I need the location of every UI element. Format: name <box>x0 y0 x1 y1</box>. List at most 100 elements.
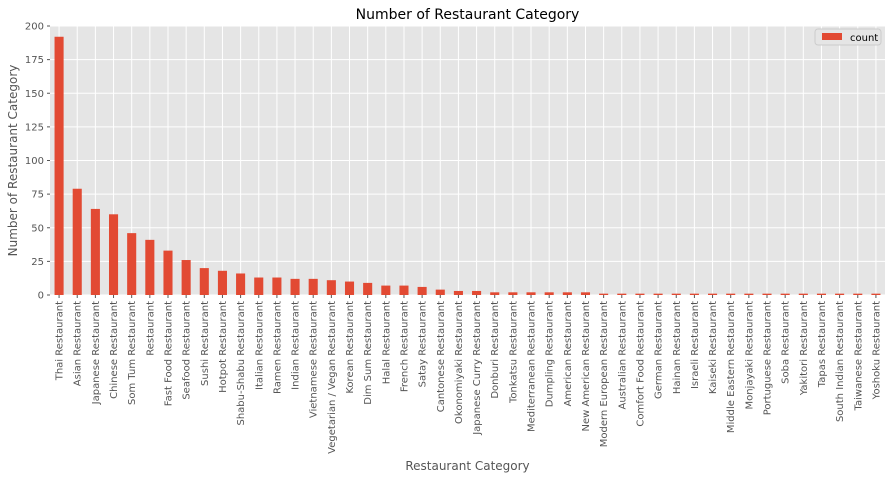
x-tick-label: Donburi Restaurant <box>490 301 501 399</box>
bar <box>145 239 155 295</box>
y-tick-label: 0 <box>38 291 44 302</box>
bar <box>653 293 663 295</box>
x-tick-label: American Restaurant <box>563 301 574 407</box>
x-tick-label: Mediterranean Restaurant <box>527 301 538 432</box>
legend-swatch <box>822 33 842 40</box>
legend: count <box>814 28 882 46</box>
bar <box>580 292 591 295</box>
x-tick-label: Yakitori Restaurant <box>799 301 810 396</box>
bar <box>689 293 699 295</box>
bar <box>72 188 82 295</box>
y-tick-label: 25 <box>31 257 44 268</box>
legend-label: count <box>850 33 878 44</box>
y-tick-label: 100 <box>25 156 44 167</box>
x-axis-ticks: Thai Restaurant Asian Restaurant Japanese … <box>55 295 882 454</box>
bar <box>326 280 336 295</box>
bar <box>526 292 536 295</box>
x-tick-label: French Restaurant <box>399 301 410 392</box>
x-tick-label: Chinese Restaurant <box>109 301 120 399</box>
bar <box>780 293 790 295</box>
x-tick-label: Restaurant <box>145 301 156 356</box>
bar <box>871 293 881 295</box>
bar <box>344 281 355 295</box>
bar <box>363 282 373 295</box>
y-tick-label: 175 <box>25 55 44 66</box>
bar <box>835 293 845 295</box>
x-tick-label: Comfort Food Restaurant <box>635 301 646 427</box>
y-tick-label: 75 <box>31 190 44 201</box>
x-tick-label: Thai Restaurant <box>55 301 66 381</box>
x-tick-label: Halal Restaurant <box>381 301 392 384</box>
chart-title: Number of Restaurant Category <box>356 7 580 23</box>
x-tick-label: Australian Restaurant <box>617 301 628 410</box>
bar <box>617 293 627 295</box>
bar <box>726 293 736 295</box>
x-tick-label: Seafood Restaurant <box>182 301 193 400</box>
bar <box>798 293 808 295</box>
x-tick-label: Soba Restaurant <box>781 301 792 384</box>
bar <box>853 293 863 295</box>
bar <box>236 273 246 295</box>
x-tick-label: Kaiseki Restaurant <box>708 301 719 394</box>
x-tick-label: Okonomiyaki Restaurant <box>454 301 465 424</box>
bar <box>417 286 427 295</box>
bar <box>708 293 718 295</box>
bar <box>744 293 754 295</box>
bars <box>54 36 881 295</box>
x-tick-label: Middle Eastern Restaurant <box>726 301 737 433</box>
bar <box>399 285 409 295</box>
bar <box>453 290 463 295</box>
x-tick-label: Hotpot Restaurant <box>218 301 229 393</box>
x-tick-label: South Indian Restaurant <box>835 301 846 422</box>
bar <box>762 293 772 295</box>
x-tick-label: Sushi Restaurant <box>200 301 211 386</box>
x-axis-title: Restaurant Category <box>405 459 529 473</box>
x-tick-label: German Restaurant <box>654 301 665 399</box>
x-tick-label: Som Tum Restaurant <box>127 301 138 405</box>
bar <box>599 293 609 295</box>
x-tick-label: Tonkatsu Restaurant <box>508 301 519 404</box>
bar <box>127 233 137 295</box>
y-tick-label: 50 <box>31 223 44 234</box>
x-tick-label: Ramen Restaurant <box>272 301 283 394</box>
bar <box>435 289 445 295</box>
bar <box>163 250 173 295</box>
bar <box>508 292 518 295</box>
x-tick-label: Portuguese Restaurant <box>763 301 774 415</box>
y-tick-label: 200 <box>25 22 44 33</box>
x-tick-label: New American Restaurant <box>581 301 592 432</box>
x-tick-label: Modern European Restaurant <box>599 301 610 447</box>
x-tick-label: Yoshoku Restaurant <box>871 301 882 400</box>
bar <box>199 268 209 295</box>
bar <box>308 278 318 295</box>
x-tick-label: Italian Restaurant <box>254 301 265 390</box>
y-tick-label: 125 <box>25 122 44 133</box>
x-tick-label: Indian Restaurant <box>291 301 302 390</box>
x-tick-label: Fast Food Restaurant <box>163 301 174 406</box>
x-tick-label: Satay Restaurant <box>418 301 429 387</box>
x-tick-label: Shabu-Shabu Restaurant <box>236 301 247 426</box>
x-tick-label: Dim Sum Restaurant <box>363 301 374 405</box>
x-tick-label: Taiwanese Restaurant <box>853 301 864 412</box>
bar <box>671 293 681 295</box>
x-tick-label: Asian Restaurant <box>73 301 84 386</box>
x-tick-label: Israeli Restaurant <box>690 301 701 389</box>
bar <box>90 208 100 295</box>
x-tick-label: Vietnamese Restaurant <box>309 301 320 418</box>
bar <box>816 293 827 295</box>
bar <box>54 36 64 295</box>
x-tick-label: Dumpling Restaurant <box>545 301 556 407</box>
x-tick-label: Japanese Curry Restaurant <box>472 301 483 436</box>
bar <box>381 285 391 295</box>
y-axis-ticks: 0 25 50 75 100 125 150 175 200 <box>25 22 50 302</box>
bar <box>217 270 227 295</box>
x-tick-label: Japanese Restaurant <box>91 301 102 405</box>
bar <box>108 214 119 295</box>
x-tick-label: Cantonese Restaurant <box>436 301 447 412</box>
bar <box>272 277 282 295</box>
bar <box>635 293 645 295</box>
bar <box>254 277 264 295</box>
y-tick-label: 150 <box>25 89 44 100</box>
x-tick-label: Hainan Restaurant <box>672 301 683 394</box>
